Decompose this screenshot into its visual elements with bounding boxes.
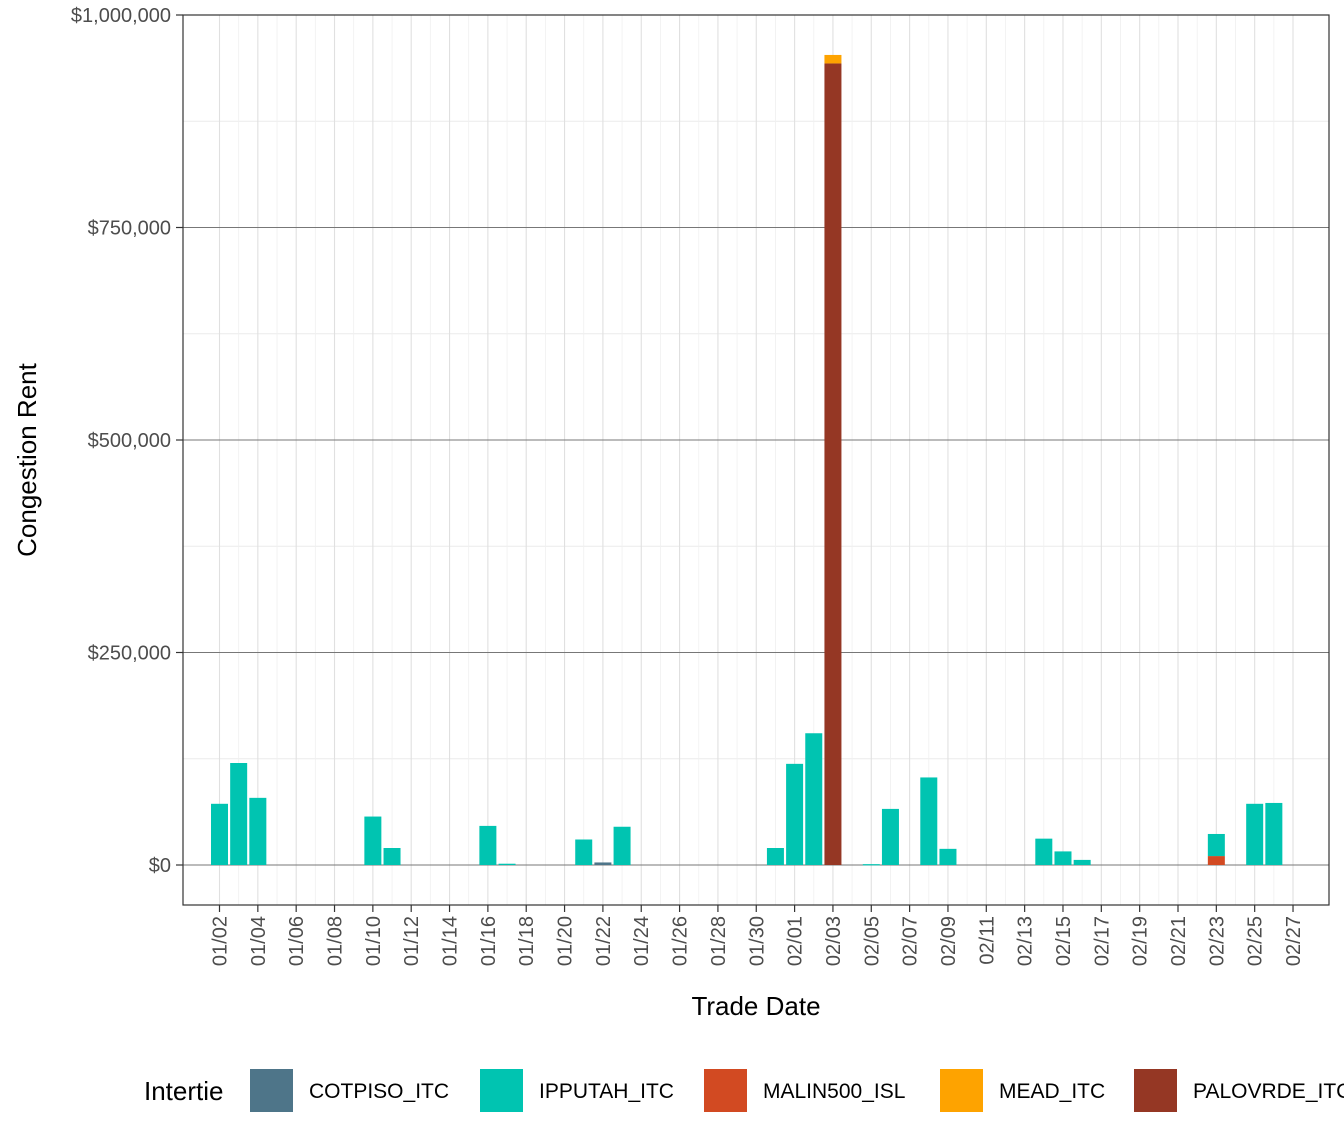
bar-ipputah-itc [383, 848, 401, 865]
legend-swatch-mead-itc [940, 1069, 983, 1112]
x-tick-label: 01/10 [363, 916, 385, 966]
bar-malin500-isl [1207, 856, 1225, 865]
bar-ipputah-itc [1246, 803, 1264, 865]
bar-ipputah-itc [1035, 838, 1053, 865]
x-tick-label: 01/28 [708, 916, 730, 966]
x-tick-label: 02/15 [1053, 916, 1075, 966]
bar-ipputah-itc [613, 826, 631, 865]
y-axis-title: Congestion Rent [12, 362, 42, 556]
y-tick-label: $1,000,000 [71, 5, 171, 27]
legend-swatch-cotpiso-itc [250, 1069, 293, 1112]
y-tick-label: $750,000 [88, 218, 171, 240]
x-tick-label: 02/13 [1015, 916, 1037, 966]
legend: Intertie COTPISO_ITC IPPUTAH_ITC MALIN500_… [144, 1069, 1344, 1112]
bar-ipputah-itc [766, 848, 784, 865]
x-tick-label: 02/11 [976, 916, 998, 965]
x-tick-label: 01/12 [401, 916, 423, 966]
x-tick-label: 01/20 [555, 916, 577, 966]
y-tick-label: $500,000 [88, 430, 171, 452]
bar-ipputah-itc [1265, 802, 1283, 865]
x-tick-label: 01/18 [516, 916, 538, 966]
x-tick-label: 01/14 [440, 916, 462, 966]
bar-ipputah-itc [1207, 833, 1225, 857]
x-tick-label: 01/06 [286, 916, 308, 966]
legend-swatch-ipputah-itc [480, 1069, 523, 1112]
x-tick-label: 02/03 [823, 916, 845, 966]
x-tick-label: 01/08 [325, 916, 347, 966]
x-tick-label: 02/05 [861, 916, 883, 966]
x-tick-label: 01/16 [478, 916, 500, 966]
bar-ipputah-itc [786, 763, 804, 865]
x-tick-label: 01/26 [670, 916, 692, 966]
bar-ipputah-itc [1073, 859, 1091, 865]
legend-label-cotpiso-itc: COTPISO_ITC [309, 1080, 449, 1103]
x-tick-label: 01/30 [746, 916, 768, 966]
legend-swatch-malin500-isl [704, 1069, 747, 1112]
bar-ipputah-itc [939, 848, 957, 865]
x-tick-label: 02/27 [1283, 916, 1305, 966]
bar-palovrde-itc [824, 63, 842, 865]
legend-swatch-palovrde-itc [1134, 1069, 1177, 1112]
bar-ipputah-itc [211, 803, 228, 865]
legend-label-ipputah-itc: IPPUTAH_ITC [539, 1080, 674, 1103]
x-tick-label: 02/01 [785, 916, 807, 966]
x-tick-label: 02/17 [1091, 916, 1113, 966]
grid [183, 14, 1329, 905]
x-tick-label: 02/25 [1245, 916, 1267, 966]
x-tick-label: 02/19 [1130, 916, 1152, 966]
y-tick-label: $250,000 [88, 643, 171, 665]
bar-ipputah-itc [479, 825, 497, 865]
legend-title: Intertie [144, 1076, 224, 1106]
bar-ipputah-itc [881, 808, 899, 865]
bar-mead-itc [824, 54, 842, 64]
bar-ipputah-itc [249, 797, 267, 865]
x-tick-label: 01/24 [631, 916, 653, 966]
x-tick-label: 02/07 [900, 916, 922, 966]
bar-ipputah-itc [805, 733, 823, 865]
bar-ipputah-itc [920, 777, 938, 865]
legend-label-palovrde-itc: PALOVRDE_ITC [1193, 1080, 1344, 1103]
x-tick-label: 02/21 [1168, 916, 1190, 966]
x-tick-label: 01/22 [593, 916, 615, 966]
bar-ipputah-itc [862, 864, 880, 866]
bar-ipputah-itc [364, 816, 382, 865]
bars [211, 54, 1283, 866]
bar-ipputah-itc [575, 839, 593, 865]
legend-label-mead-itc: MEAD_ITC [999, 1080, 1105, 1103]
axes: $0 $250,000 $500,000 $750,000 $1,000,000 01/0… [71, 5, 1305, 966]
x-tick-label: 01/04 [248, 916, 270, 966]
x-tick-label: 01/02 [210, 916, 232, 966]
y-tick-label: $0 [149, 855, 171, 877]
legend-label-malin500-isl: MALIN500_ISL [763, 1080, 905, 1103]
bar-cotpiso-itc [594, 862, 612, 865]
bar-ipputah-itc [230, 763, 248, 865]
x-tick-label: 02/09 [938, 916, 960, 966]
x-tick-label: 02/23 [1206, 916, 1228, 966]
bar-ipputah-itc [1054, 851, 1072, 865]
x-axis-title: Trade Date [691, 991, 820, 1021]
bar-ipputah-itc [498, 863, 516, 865]
